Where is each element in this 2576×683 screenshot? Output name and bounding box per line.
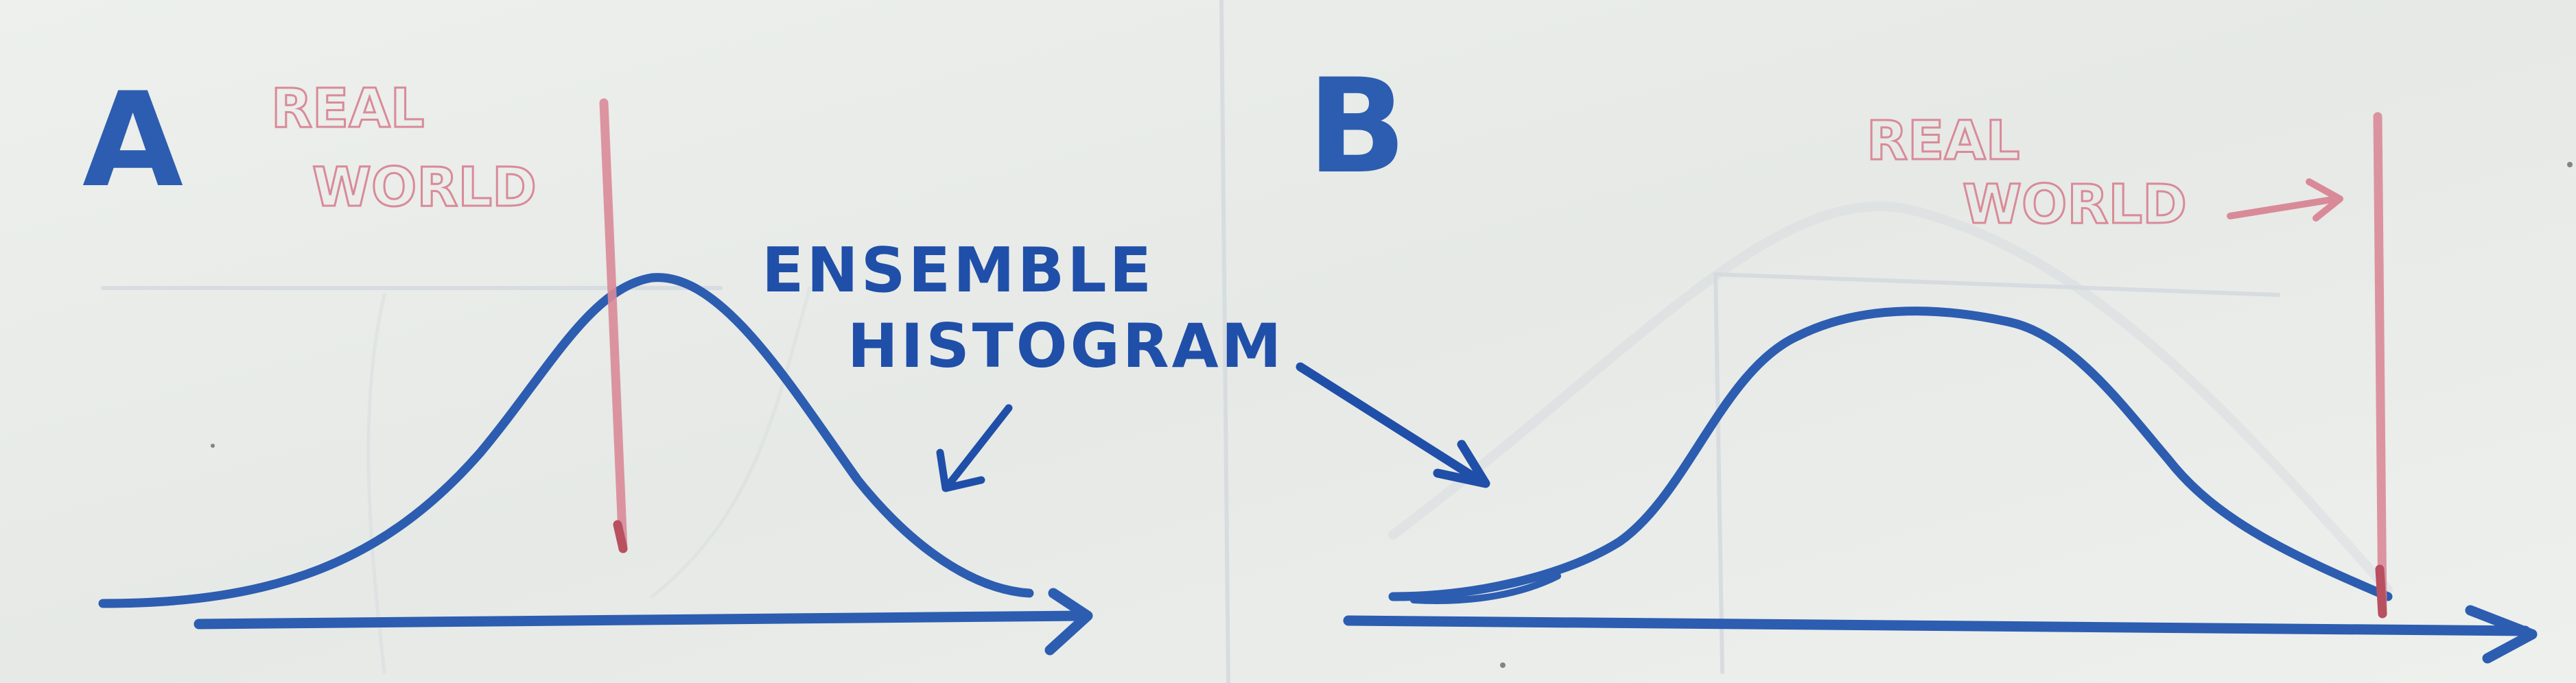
panel-b-ensemble-curve xyxy=(1388,307,2393,601)
panel-b-real-world-line-tip xyxy=(2375,564,2387,619)
eraser-ghost-marks xyxy=(101,0,2393,683)
panel-a-real-world-line xyxy=(599,98,628,553)
annotation-arrow-to-a xyxy=(936,404,1013,492)
panel-b-real-text: REAL xyxy=(1866,110,2019,172)
panel-a-letter: A xyxy=(82,64,183,216)
panel-b-world-text: WORLD xyxy=(1963,174,2187,236)
board-specks xyxy=(211,162,2573,668)
panel-a-real-world-label: REAL WORLD xyxy=(270,77,538,220)
panel-a-world-text: WORLD xyxy=(312,157,537,219)
panel-a-x-axis-arrow xyxy=(194,588,1093,656)
panel-b-real-world-label: REAL WORLD xyxy=(1866,110,2343,237)
panel-b-curve-tail xyxy=(1410,573,1561,604)
annotation-line-1: ENSEMBLE xyxy=(762,235,1154,307)
panel-a: A REAL WORLD xyxy=(82,64,1093,656)
annotation-arrow-to-b xyxy=(1296,362,1490,488)
panel-b: B REAL WORLD xyxy=(1307,51,2538,664)
annotation-line-2: HISTOGRAM xyxy=(847,311,1284,381)
panel-a-real-text: REAL xyxy=(271,78,424,140)
panel-b-letter: B xyxy=(1307,51,1407,202)
panel-a-real-world-line-tip xyxy=(613,520,628,553)
panel-b-x-axis-arrow xyxy=(1343,605,2538,664)
panel-b-real-world-line xyxy=(2373,112,2387,619)
ensemble-histogram-annotation: ENSEMBLE HISTOGRAM xyxy=(762,235,1490,492)
panel-b-real-world-arrow xyxy=(2227,178,2343,221)
panel-a-ensemble-curve xyxy=(98,273,1034,608)
